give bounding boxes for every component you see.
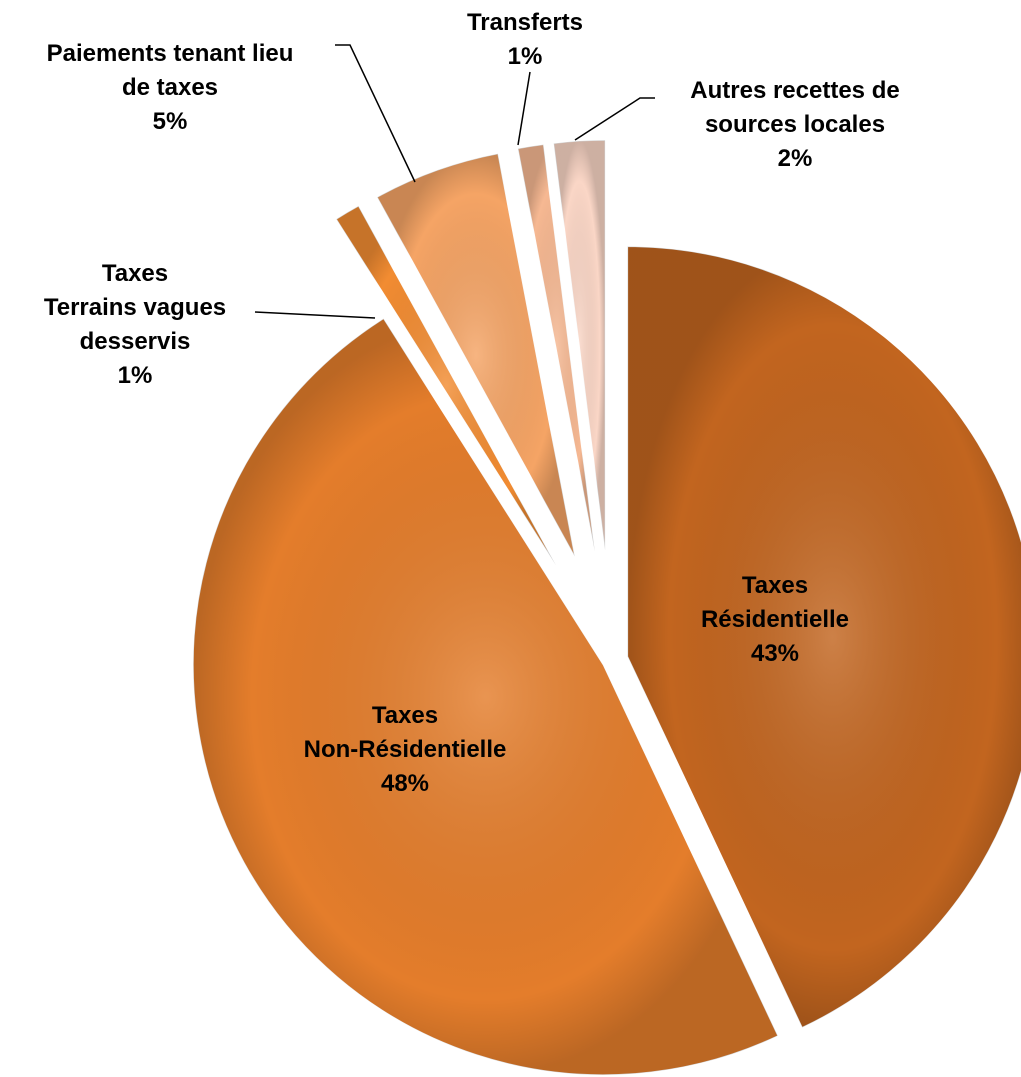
slice-label: Autres recettes de sources locales 2% [690,74,899,176]
category-label: Transferts [466,9,584,36]
value-label: 1% [507,43,543,70]
value-label: 43% [750,640,800,667]
value-label: 2% [777,145,813,172]
category-label: Taxes Non-Résidentielle [303,702,507,763]
slice-label: Taxes Non-Résidentielle 48% [304,699,507,801]
value-label: 1% [117,362,153,389]
slice-label: Transferts 1% [467,6,583,74]
value-label: 5% [152,108,188,135]
category-label: Taxes Résidentielle [700,572,850,633]
category-label: Taxes Terrains vagues desservis [43,260,227,355]
leader-line [254,311,376,319]
leader-line [335,44,416,183]
value-label: 48% [380,770,430,797]
category-label: Autres recettes de sources locales [690,77,900,138]
slice-label: Taxes Résidentielle 43% [701,569,849,671]
leader-line [574,97,655,141]
slice-label: Taxes Terrains vagues desservis 1% [44,257,226,393]
category-label: Paiements tenant lieu de taxes [46,40,294,101]
slice-label: Paiements tenant lieu de taxes 5% [47,37,294,139]
leader-line [517,71,531,146]
